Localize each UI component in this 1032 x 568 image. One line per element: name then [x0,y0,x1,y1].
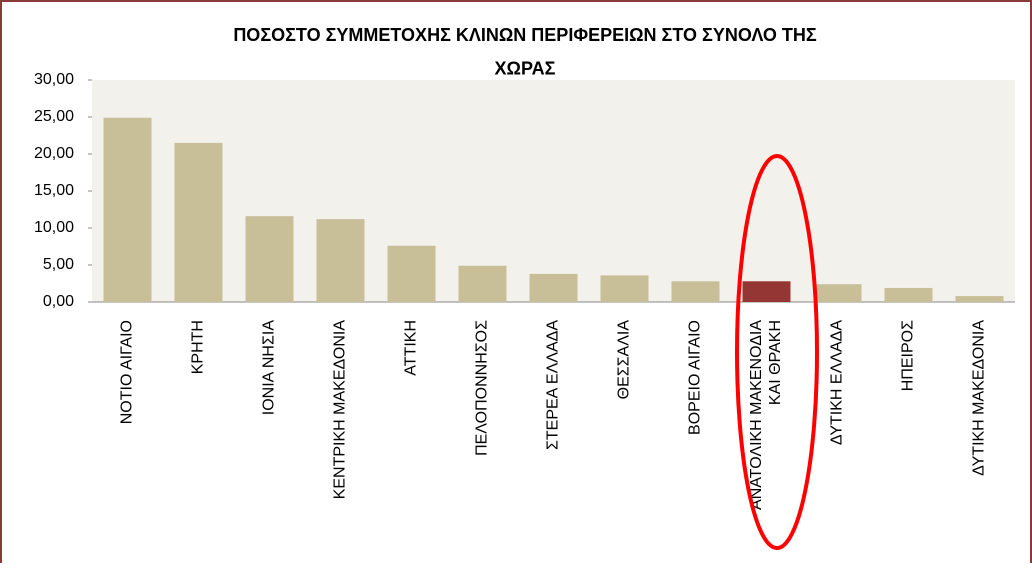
y-tick-label: 15,00 [34,182,74,199]
bar [103,117,152,303]
bar [458,265,507,302]
x-tick-label: ΘΕΣΣΑΛΙΑ [616,320,633,400]
bar [245,216,294,302]
bar [742,281,791,302]
y-tick-label: 5,00 [43,256,74,273]
x-tick-label: ΚΕΝΤΡΙΚΗ ΜΑΚΕΔΟΝΙΑ [332,320,349,500]
highlight-ellipse [735,154,819,550]
y-tick-label: 20,00 [34,145,74,162]
x-tick-label: ΠΕΛΟΠΟΝΝΗΣΟΣ [474,320,491,456]
bar [813,284,862,302]
x-tick-label: ΗΠΕΙΡΟΣ [900,320,917,391]
x-tick-label: ΑΝΑΤΟΛΙΚΗ ΜΑΚΕΝΟΔΙΑ ΚΑΙ ΘΡΑΚΗ [748,320,784,510]
bar [671,281,720,302]
x-tick-label: ΚΡΗΤΗ [190,320,207,374]
bar [884,287,933,302]
bar [387,245,436,302]
x-tick-label: ΔΥΤΙΚΗ ΜΑΚΕΔΟΝΙΑ [971,320,988,476]
bar [600,275,649,302]
bar [955,296,1004,302]
x-tick-label: ΝΟΤΙΟ ΑΙΓΑΙΟ [119,320,136,424]
marks: 0,00 5,00 10,00 15,00 20,00 25,00 30,00 ΝΟΤΙΟ Α… [34,71,1015,510]
bar [529,273,578,302]
x-tick-label: ΑΤΤΙΚΗ [403,320,420,376]
plot-area [92,80,1015,302]
y-tick-label: 25,00 [34,108,74,125]
x-tick-label: ΙΟΝΙΑ ΝΗΣΙΑ [261,320,278,416]
bar [316,219,365,302]
y-tick-label: 0,00 [43,293,74,310]
y-tick-label: 30,00 [34,71,74,88]
x-tick-label: ΣΤΕΡΕΑ ΕΛΛΑΔΑ [545,320,562,450]
bar [174,142,223,302]
x-tick-label: ΒΟΡΕΙΟ ΑΙΓΑΙΟ [687,320,704,435]
chart-title: ΠΟΣΟΣΤΟ ΣΥΜΜΕΤΟΧΗΣ ΚΛΙΝΩΝ ΠΕΡΙΦΕΡΕΙΩΝ ΣΤ… [233,25,817,78]
y-tick-label: 10,00 [34,219,74,236]
x-tick-label: ΔΥΤΙΚΗ ΕΛΛΑΔΑ [829,320,846,445]
